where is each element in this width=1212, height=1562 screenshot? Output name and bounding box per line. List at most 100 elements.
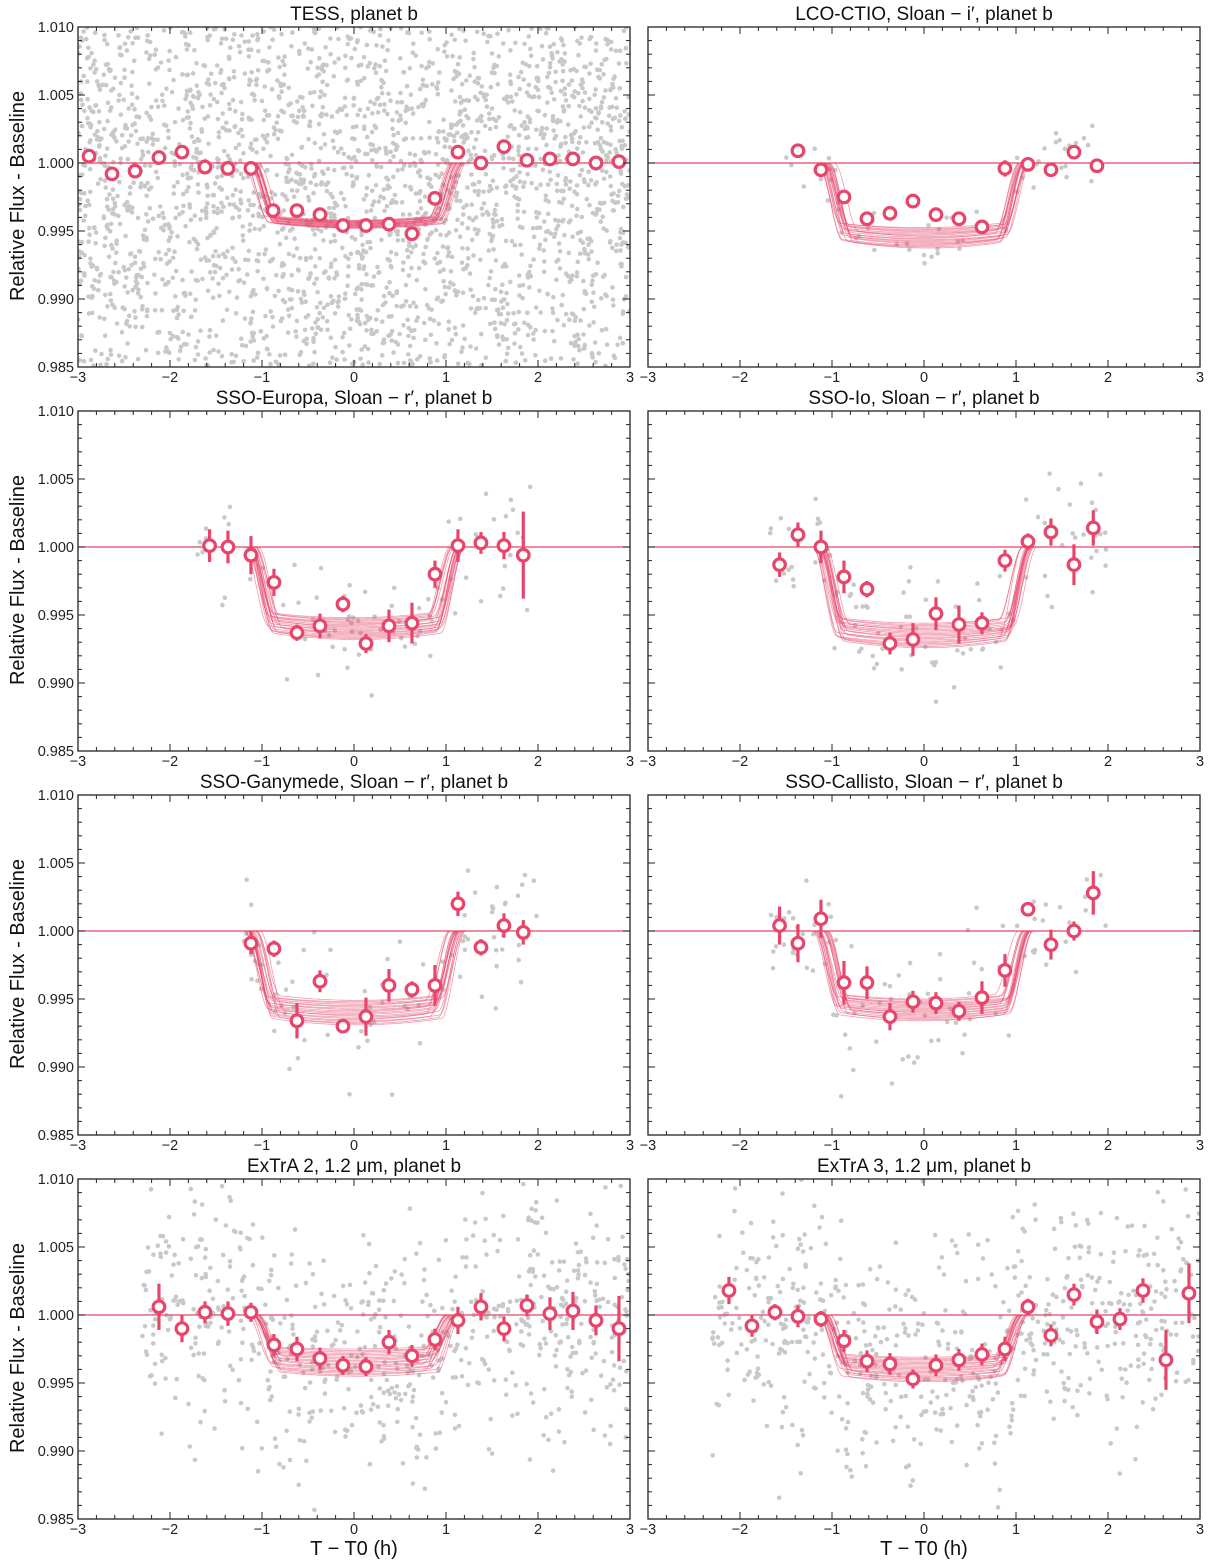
raw-point — [467, 271, 473, 277]
raw-point — [554, 120, 560, 125]
raw-point — [321, 238, 326, 243]
raw-point — [304, 341, 309, 347]
raw-point — [615, 200, 621, 205]
raw-point — [516, 327, 521, 332]
raw-point — [391, 154, 396, 159]
raw-point — [173, 215, 178, 221]
raw-point — [473, 346, 479, 351]
raw-point — [192, 308, 198, 313]
raw-point — [860, 604, 865, 609]
raw-point — [1078, 481, 1084, 486]
raw-point — [614, 150, 619, 156]
raw-point — [234, 295, 240, 300]
raw-point — [565, 1335, 571, 1340]
raw-point — [906, 1054, 911, 1059]
raw-point — [132, 121, 137, 126]
raw-point — [486, 248, 492, 253]
raw-point — [267, 45, 272, 50]
raw-point — [324, 188, 330, 194]
binned-point — [358, 218, 374, 233]
raw-point — [880, 646, 885, 651]
raw-point — [89, 50, 94, 56]
raw-point — [608, 1382, 613, 1387]
raw-point — [582, 105, 588, 110]
raw-point — [569, 78, 575, 83]
raw-point — [328, 947, 333, 953]
raw-point — [624, 192, 630, 197]
binned-point — [220, 539, 236, 555]
raw-point — [547, 61, 553, 66]
raw-point — [148, 1186, 154, 1192]
raw-point — [349, 164, 354, 170]
raw-point — [592, 1293, 598, 1298]
raw-point — [401, 303, 406, 308]
raw-point — [78, 239, 82, 244]
raw-point — [212, 1426, 217, 1431]
raw-point — [406, 325, 412, 331]
raw-point — [402, 162, 407, 168]
model-curve — [648, 546, 1200, 638]
raw-point — [493, 286, 498, 292]
raw-point — [608, 183, 614, 189]
raw-point — [510, 183, 515, 188]
ticks — [77, 1178, 631, 1520]
raw-point — [91, 286, 97, 292]
raw-point — [565, 122, 571, 127]
raw-point — [193, 277, 199, 283]
raw-point — [439, 1410, 445, 1415]
raw-point — [159, 1352, 165, 1357]
raw-point — [373, 182, 379, 188]
raw-point — [328, 335, 334, 341]
raw-point — [527, 116, 533, 122]
raw-point — [220, 602, 225, 608]
raw-point — [280, 297, 286, 303]
raw-point — [605, 11, 610, 16]
raw-point — [576, 336, 581, 342]
raw-point — [516, 148, 521, 153]
raw-point — [284, 175, 289, 180]
raw-point — [462, 107, 468, 112]
raw-point — [491, 517, 497, 522]
raw-point — [294, 318, 300, 324]
raw-point — [400, 212, 406, 217]
raw-point — [163, 1355, 168, 1361]
raw-point — [898, 625, 904, 630]
raw-point — [440, 157, 446, 162]
raw-point — [288, 1261, 294, 1266]
raw-point — [514, 1298, 520, 1303]
raw-point — [501, 156, 506, 161]
raw-point — [325, 327, 330, 333]
raw-point — [129, 83, 134, 88]
raw-point — [280, 274, 285, 280]
raw-point — [344, 112, 350, 118]
raw-point — [211, 229, 216, 234]
raw-point — [395, 228, 401, 234]
raw-point — [611, 85, 616, 90]
raw-point — [608, 124, 613, 129]
binned-point — [836, 189, 852, 205]
raw-point — [402, 644, 408, 649]
raw-point — [531, 331, 536, 336]
raw-point — [356, 652, 362, 657]
raw-point — [255, 68, 261, 73]
model-curve — [648, 546, 1200, 632]
model-curve — [78, 546, 630, 619]
raw-point — [555, 223, 561, 228]
raw-point — [374, 328, 380, 334]
raw-point — [331, 233, 337, 238]
raw-point — [1043, 962, 1049, 967]
raw-point — [249, 70, 254, 75]
raw-point — [471, 145, 477, 150]
raw-point — [309, 166, 314, 171]
binned-point — [542, 151, 558, 167]
raw-point — [543, 197, 548, 203]
raw-point — [287, 167, 292, 172]
raw-point — [516, 957, 521, 963]
raw-point — [582, 90, 588, 95]
raw-point — [998, 665, 1003, 670]
raw-point — [341, 330, 347, 336]
raw-point — [488, 33, 493, 39]
raw-point — [369, 1394, 374, 1400]
raw-point — [125, 157, 131, 162]
raw-point — [394, 1384, 400, 1389]
